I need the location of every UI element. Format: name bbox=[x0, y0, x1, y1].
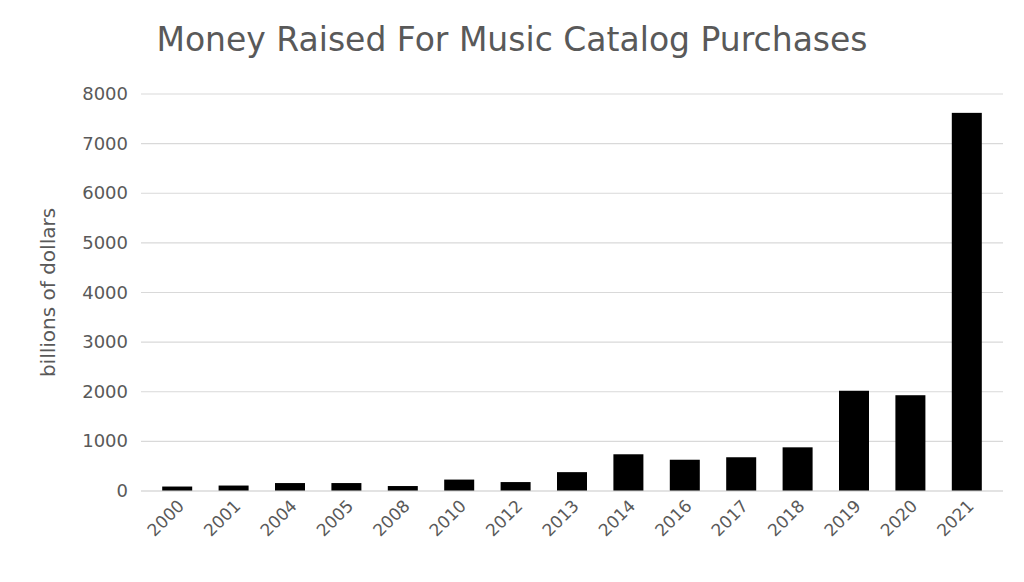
x-tick-label: 2008 bbox=[369, 496, 414, 541]
grid bbox=[141, 94, 1003, 491]
grid-line bbox=[141, 93, 1003, 94]
x-tick-label: 2018 bbox=[764, 496, 809, 541]
bar bbox=[726, 457, 756, 491]
x-tick-label: 2021 bbox=[933, 496, 978, 541]
bar bbox=[388, 486, 418, 491]
bar bbox=[613, 454, 643, 491]
x-axis-line bbox=[141, 490, 1003, 491]
x-tick-label: 2016 bbox=[651, 496, 696, 541]
y-tick-label: 8000 bbox=[82, 83, 128, 104]
bar bbox=[444, 480, 474, 491]
y-tick-label: 7000 bbox=[82, 133, 128, 154]
grid-line bbox=[141, 441, 1003, 442]
x-tick-label: 2013 bbox=[538, 496, 583, 541]
x-tick-label: 2005 bbox=[312, 496, 357, 541]
grid-line bbox=[141, 143, 1003, 144]
y-tick-label: 4000 bbox=[82, 282, 128, 303]
x-tick-label: 2004 bbox=[256, 496, 301, 541]
grid-line bbox=[141, 193, 1003, 194]
bar bbox=[331, 483, 361, 491]
y-tick-label: 0 bbox=[117, 480, 128, 501]
bar bbox=[275, 483, 305, 491]
x-tick-label: 2000 bbox=[143, 496, 188, 541]
chart: Money Raised For Music Catalog Purchases… bbox=[0, 0, 1024, 582]
y-axis-label: billions of dollars bbox=[36, 208, 60, 377]
bar bbox=[839, 391, 869, 491]
grid-line bbox=[141, 242, 1003, 243]
bar bbox=[895, 395, 925, 491]
y-tick-label: 3000 bbox=[82, 331, 128, 352]
bar bbox=[219, 486, 249, 491]
grid-line bbox=[141, 292, 1003, 293]
x-tick-label: 2020 bbox=[876, 496, 921, 541]
bar bbox=[501, 482, 531, 491]
x-tick-label: 2019 bbox=[820, 496, 865, 541]
bar bbox=[670, 460, 700, 491]
bar bbox=[783, 447, 813, 491]
bar bbox=[952, 113, 982, 491]
x-tick-label: 2017 bbox=[707, 496, 752, 541]
y-tick-label: 6000 bbox=[82, 182, 128, 203]
x-tick-label: 2010 bbox=[425, 496, 470, 541]
bar bbox=[162, 487, 192, 491]
x-tick-label: 2014 bbox=[594, 496, 639, 541]
grid-line bbox=[141, 342, 1003, 343]
title: Money Raised For Music Catalog Purchases bbox=[156, 20, 867, 59]
x-tick-label: 2012 bbox=[482, 496, 527, 541]
bar bbox=[557, 472, 587, 491]
y-tick-label: 5000 bbox=[82, 232, 128, 253]
bars bbox=[162, 113, 982, 491]
y-tick-label: 1000 bbox=[82, 430, 128, 451]
x-tick-label: 2001 bbox=[200, 496, 245, 541]
y-tick-label: 2000 bbox=[82, 381, 128, 402]
grid-line bbox=[141, 490, 1003, 491]
grid-line bbox=[141, 391, 1003, 392]
